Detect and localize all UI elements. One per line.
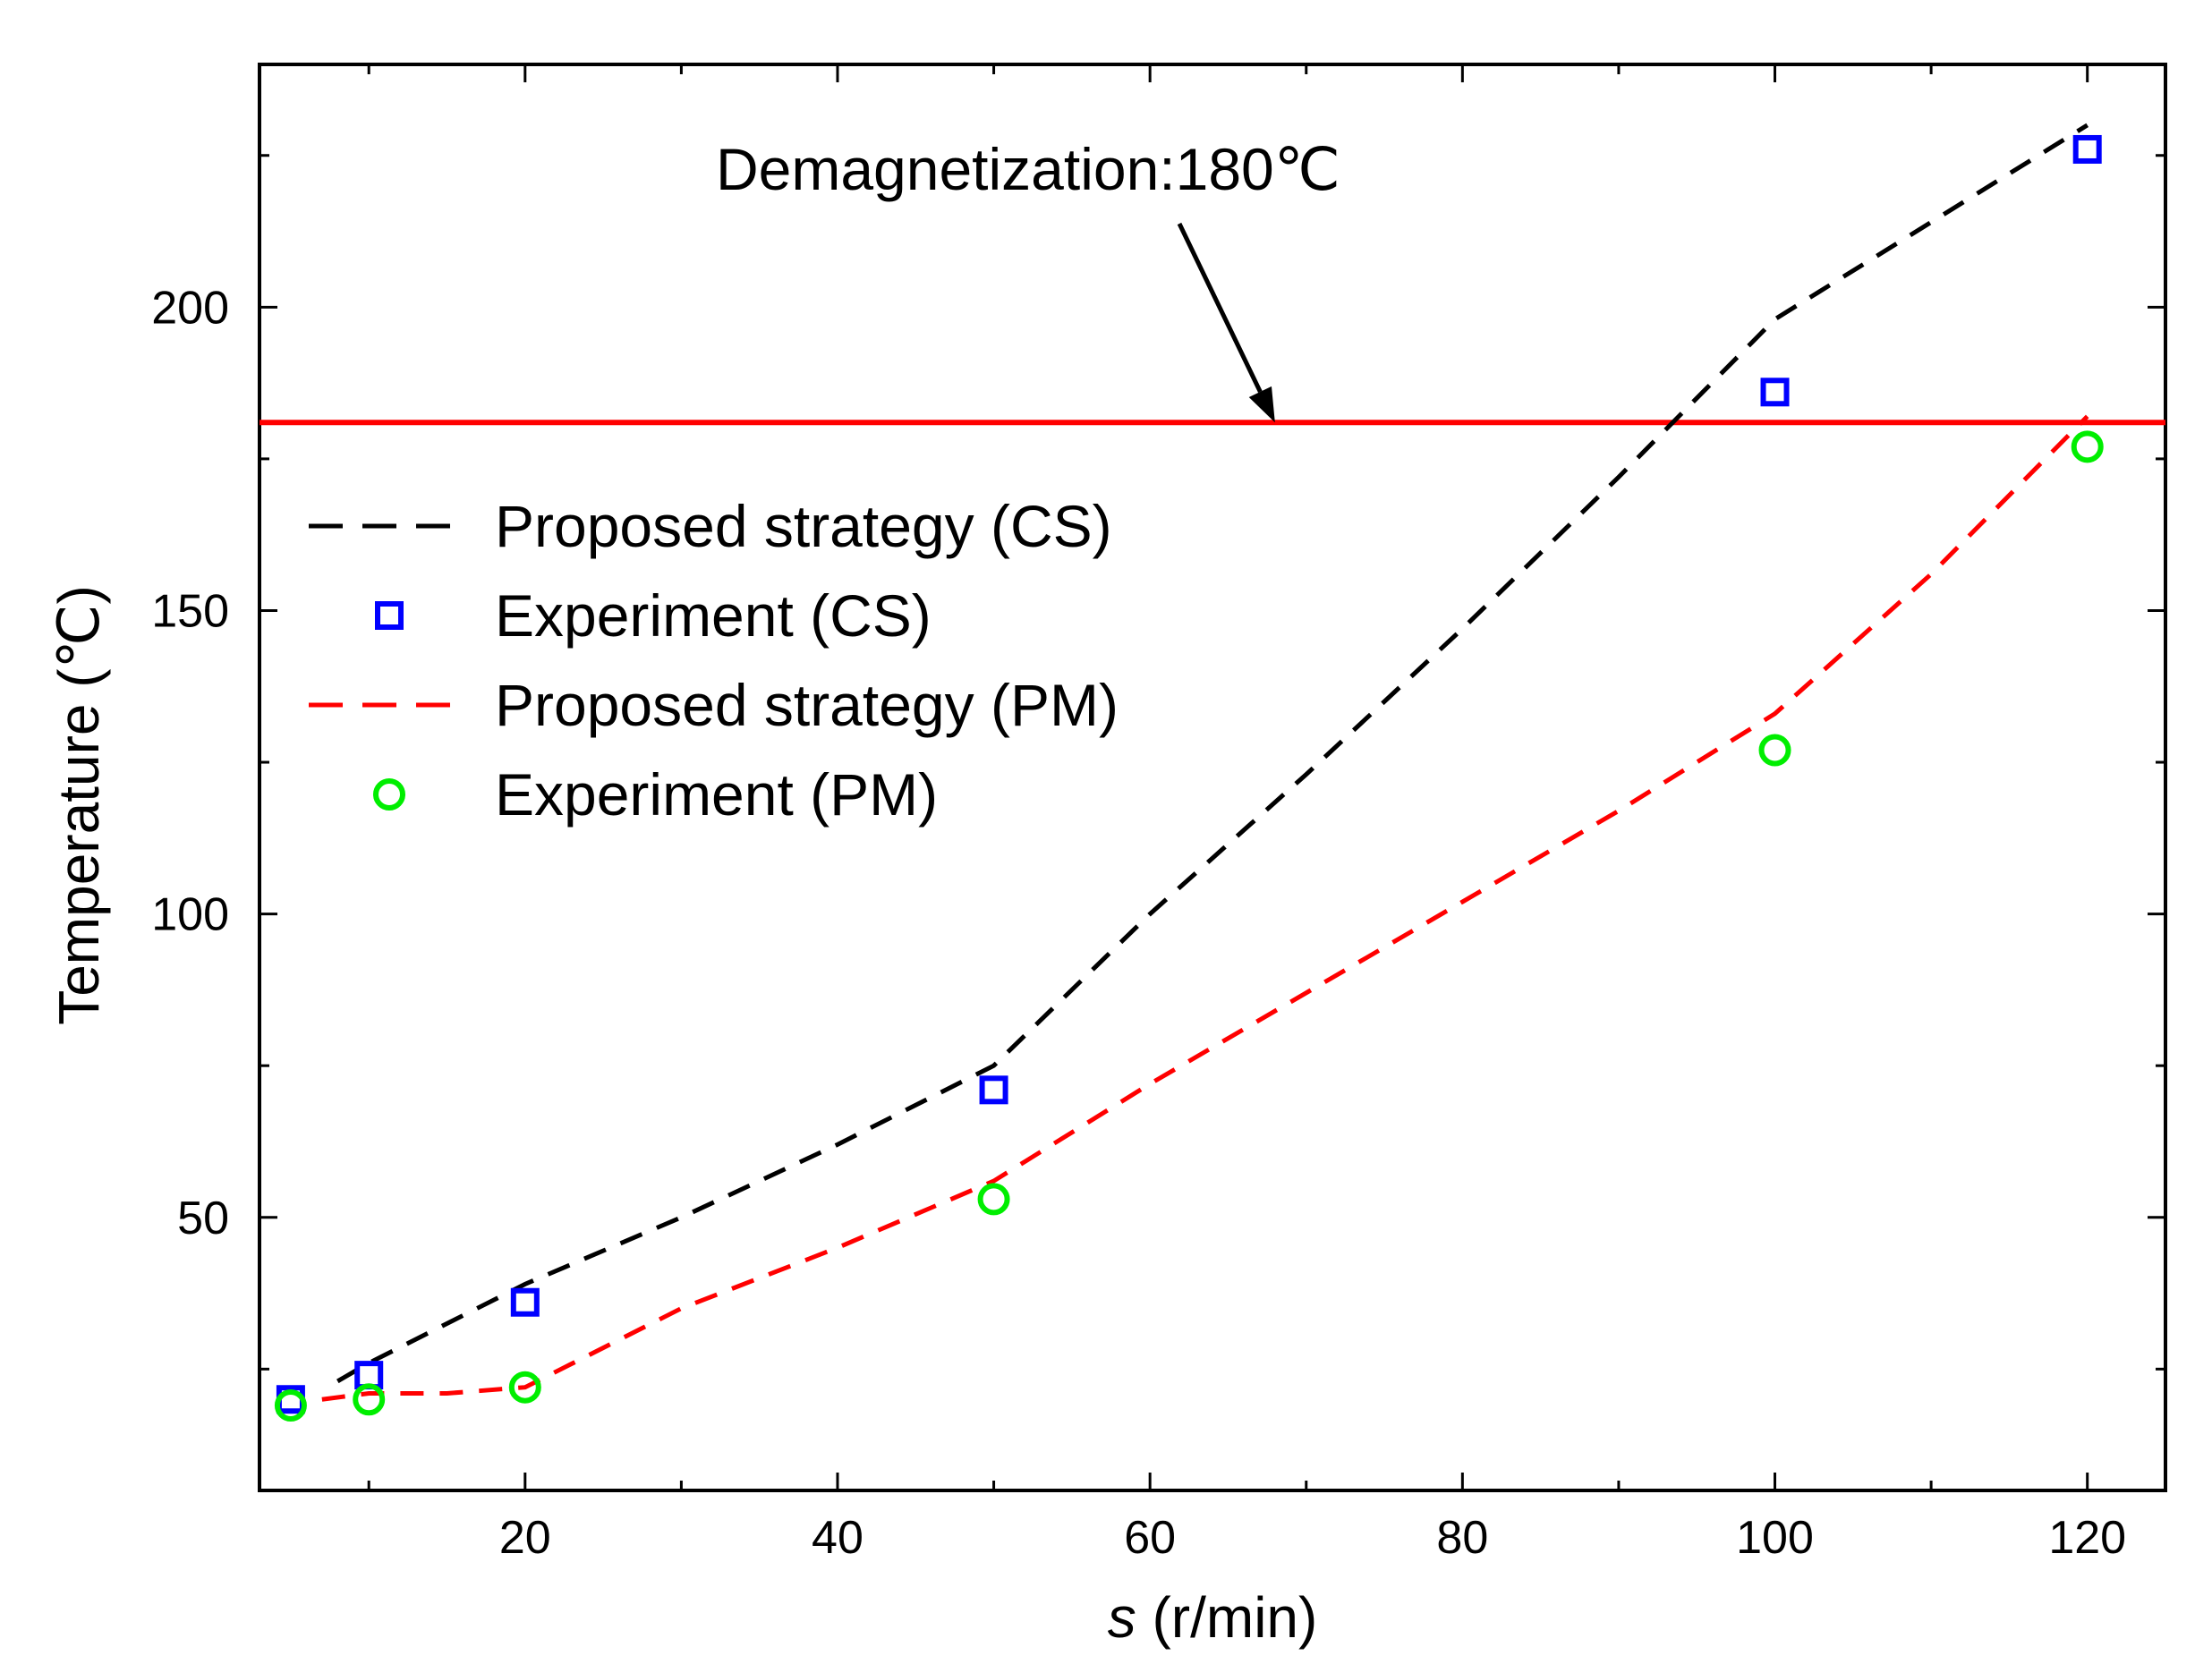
legend-circle-swatch [373, 778, 405, 811]
data-point-square [1760, 378, 1790, 407]
data-point-circle [2071, 430, 2104, 463]
legend-item: Proposed strategy (PM) [309, 672, 1119, 738]
x-axis-unit: (r/min) [1152, 1585, 1317, 1650]
legend-item: Proposed strategy (CS) [309, 493, 1112, 559]
series-line [336, 123, 2089, 1384]
x-axis-title: s (r/min) [1108, 1585, 1318, 1650]
y-tick-label: 150 [151, 585, 229, 637]
data-point-circle [1758, 734, 1791, 767]
plot-frame [258, 63, 2167, 1492]
axis-titles: s (r/min) Temperature (℃) [47, 585, 1317, 1650]
x-axis-variable: s [1108, 1585, 1136, 1650]
x-tick-label: 40 [812, 1512, 864, 1564]
annotation-arrow [1177, 222, 1263, 394]
x-tick-label: 100 [1736, 1512, 1814, 1564]
data-point-square [2072, 134, 2102, 164]
data-point-circle [977, 1183, 1010, 1216]
legend-square-swatch [375, 601, 404, 630]
annotation-arrowhead [1248, 386, 1275, 423]
tick-labels: 20 40 60 80 100 120 50 100 150 200 [151, 282, 2126, 1564]
data-point-circle [353, 1383, 386, 1416]
legend-item: Experiment (PM) [373, 761, 938, 828]
y-tick-label: 50 [177, 1193, 229, 1244]
data-point-square [354, 1361, 384, 1390]
data-point-circle [508, 1371, 541, 1404]
legend-label: Proposed strategy (PM) [495, 672, 1119, 738]
y-tick-label: 100 [151, 889, 229, 941]
legend-label: Proposed strategy (CS) [495, 493, 1112, 559]
y-axis-title: Temperature (℃) [47, 585, 111, 1025]
data-point-square [510, 1287, 540, 1317]
annotation-group: Demagnetization:180℃ [716, 136, 1340, 423]
annotation-label: Demagnetization:180℃ [716, 136, 1340, 202]
series-layer [274, 123, 2104, 1422]
x-tick-label: 80 [1436, 1512, 1488, 1564]
data-point-square [979, 1075, 1008, 1105]
series-4 [274, 430, 2104, 1422]
x-tick-label: 60 [1124, 1512, 1176, 1564]
series-1 [336, 123, 2089, 1384]
series-3 [321, 414, 2089, 1402]
legend-label: Experiment (PM) [495, 761, 938, 828]
legend: Proposed strategy (CS) Experiment (CS) Pro… [309, 493, 1119, 828]
series-line [321, 414, 2089, 1402]
data-point-circle [274, 1389, 307, 1422]
x-tick-label: 120 [2048, 1512, 2126, 1564]
y-tick-label: 200 [151, 282, 229, 334]
legend-item: Experiment (CS) [375, 582, 932, 649]
legend-label: Experiment (CS) [495, 582, 932, 649]
x-tick-label: 20 [499, 1512, 551, 1564]
plot-border [258, 63, 2167, 1492]
axis-ticks [259, 64, 2165, 1490]
